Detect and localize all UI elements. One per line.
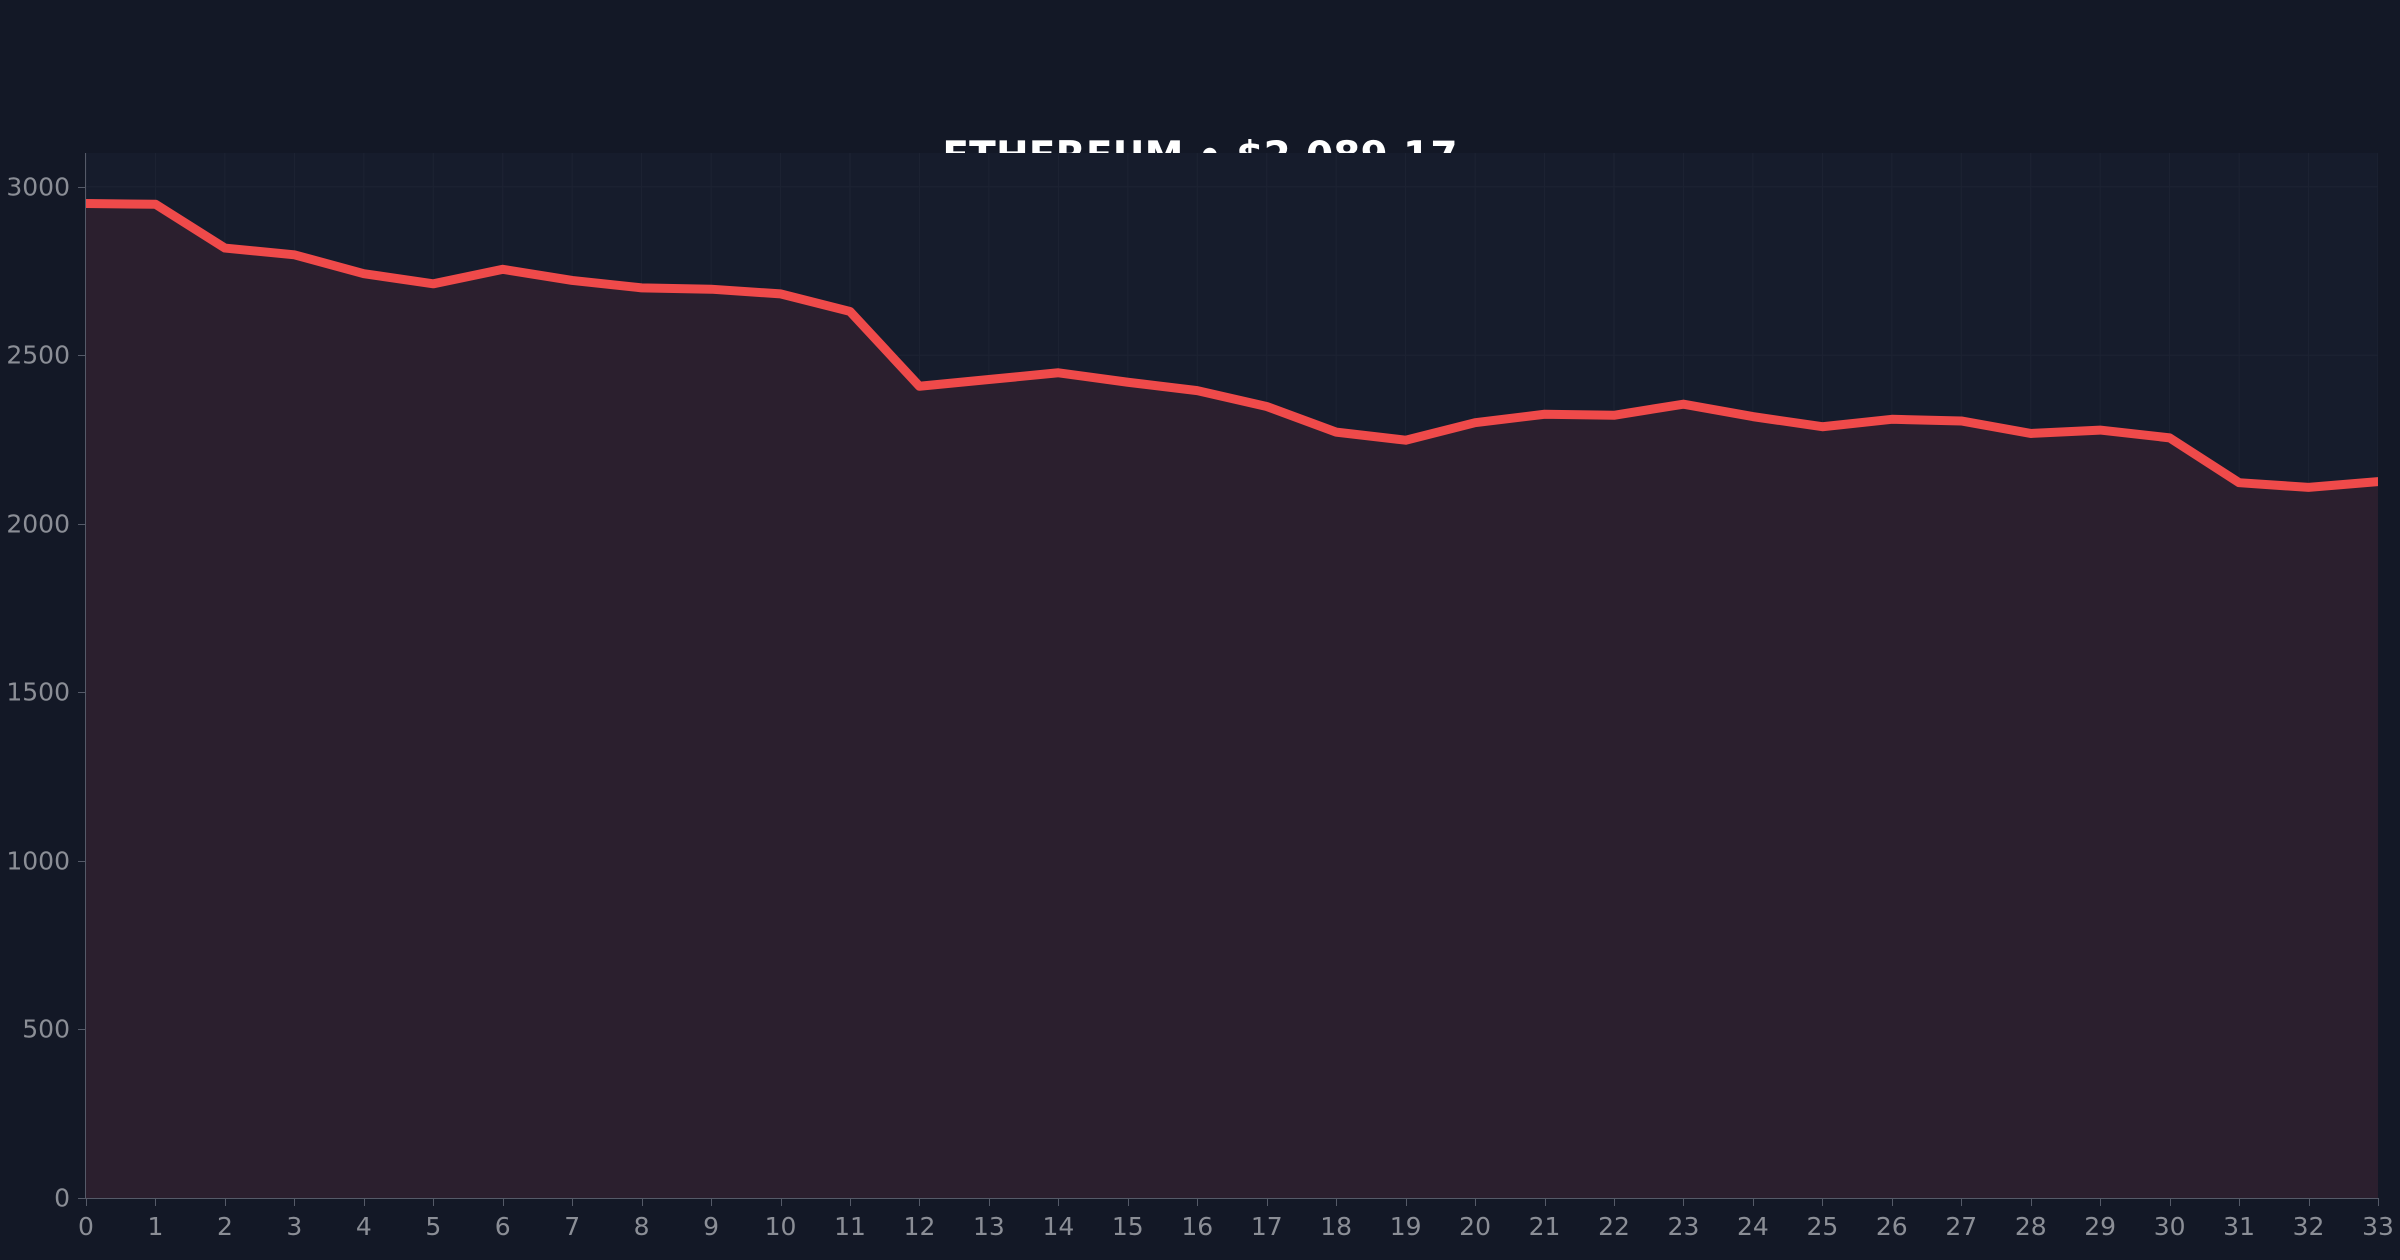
- x-axis-tick-label: 15: [1111, 1212, 1144, 1241]
- x-axis-tick-label: 22: [1598, 1212, 1630, 1241]
- x-axis-tick-mark: [1058, 1198, 1060, 1206]
- x-axis-tick-label: 12: [903, 1212, 936, 1241]
- x-axis-tick-mark: [2100, 1198, 2102, 1206]
- x-axis-tick-label: 2: [216, 1212, 233, 1241]
- x-axis-line: [86, 1198, 2378, 1199]
- y-axis-tick-label: 1500: [6, 677, 70, 707]
- x-axis-tick-label: 1: [147, 1212, 164, 1241]
- x-axis-tick-label: 28: [2014, 1212, 2047, 1241]
- x-axis-tick-mark: [224, 1198, 226, 1206]
- x-axis-tick-label: 7: [564, 1212, 581, 1241]
- price-area-chart: [86, 153, 2378, 1198]
- plot-area: [86, 153, 2378, 1198]
- x-axis-tick-mark: [850, 1198, 851, 1206]
- x-axis-tick-label: 23: [1667, 1212, 1700, 1241]
- x-axis-tick-label: 33: [2362, 1212, 2394, 1241]
- x-axis-tick-label: 10: [764, 1212, 797, 1241]
- y-axis-line: [85, 153, 86, 1198]
- x-axis-tick-mark: [1544, 1198, 1546, 1206]
- x-axis-tick-label: 20: [1459, 1212, 1491, 1241]
- x-axis-tick-label: 5: [425, 1212, 442, 1241]
- y-axis-tick-mark: [78, 1198, 86, 1199]
- x-axis-tick-label: 17: [1250, 1212, 1283, 1241]
- x-axis-tick-label: 26: [1875, 1212, 1908, 1241]
- price-area-fill: [86, 203, 2378, 1198]
- x-axis-tick-label: 19: [1389, 1212, 1422, 1241]
- x-axis-tick-mark: [572, 1198, 574, 1206]
- x-axis-tick-mark: [2308, 1198, 2310, 1206]
- price-line: [86, 199, 2378, 492]
- x-axis-tick-label: 30: [2153, 1212, 2186, 1241]
- x-axis-tick-label: 25: [1806, 1212, 1839, 1241]
- x-axis-tick-mark: [433, 1198, 435, 1206]
- x-axis-tick-label: 8: [633, 1212, 650, 1241]
- x-axis-tick-label: 14: [1042, 1212, 1075, 1241]
- x-axis-tick-mark: [1197, 1198, 1199, 1206]
- x-axis-tick-mark: [1336, 1198, 1338, 1206]
- x-axis-tick-label: 16: [1181, 1212, 1214, 1241]
- x-axis-tick-label: 11: [834, 1212, 866, 1241]
- x-axis-tick-mark: [988, 1198, 990, 1206]
- x-axis-tick-label: 21: [1528, 1212, 1561, 1241]
- x-axis-tick-label: 6: [494, 1212, 511, 1241]
- x-axis-tick-mark: [294, 1198, 296, 1206]
- y-axis-tick-label: 500: [22, 1014, 70, 1044]
- x-axis-tick-label: 9: [703, 1212, 720, 1241]
- x-axis-tick-mark: [919, 1198, 921, 1206]
- x-axis-tick-label: 18: [1320, 1212, 1353, 1241]
- x-axis-tick-mark: [86, 1198, 87, 1206]
- x-axis-tick-label: 0: [78, 1212, 94, 1241]
- x-axis-tick-label: 3: [286, 1212, 303, 1241]
- x-axis-tick-mark: [1961, 1198, 1963, 1206]
- x-axis-tick-mark: [1127, 1198, 1129, 1206]
- x-axis-tick-mark: [1683, 1198, 1685, 1206]
- x-axis-tick-mark: [1822, 1198, 1824, 1206]
- x-axis-tick-mark: [1266, 1198, 1268, 1206]
- x-axis-tick-mark: [1891, 1198, 1893, 1206]
- x-axis-tick-mark: [780, 1198, 782, 1206]
- y-axis-tick-label: 1000: [6, 846, 70, 876]
- x-axis-tick-label: 13: [973, 1212, 1005, 1241]
- y-axis-tick-label: 2000: [6, 509, 70, 539]
- x-axis-tick-mark: [363, 1198, 365, 1206]
- x-axis-tick-label: 29: [2084, 1212, 2117, 1241]
- x-axis-tick-mark: [2169, 1198, 2171, 1206]
- x-axis-tick-mark: [641, 1198, 643, 1206]
- x-axis-tick-mark: [2030, 1198, 2032, 1206]
- x-axis-tick-label: 31: [2223, 1212, 2255, 1241]
- y-axis-tick-label: 0: [54, 1183, 70, 1213]
- x-axis-tick-label: 27: [1945, 1212, 1978, 1241]
- x-axis-tick-mark: [502, 1198, 504, 1206]
- x-axis-tick-mark: [1475, 1198, 1477, 1206]
- x-axis-tick-mark: [155, 1198, 157, 1206]
- x-axis-tick-mark: [2378, 1198, 2379, 1206]
- x-axis-tick-label: 24: [1737, 1212, 1769, 1241]
- x-axis-tick-mark: [1405, 1198, 1407, 1206]
- x-axis-tick-mark: [2239, 1198, 2241, 1206]
- x-axis-tick-label: 4: [355, 1212, 372, 1241]
- x-axis-tick-label: 32: [2292, 1212, 2325, 1241]
- x-axis-tick-mark: [1752, 1198, 1754, 1206]
- x-axis-tick-mark: [1614, 1198, 1615, 1206]
- x-axis-tick-mark: [711, 1198, 713, 1206]
